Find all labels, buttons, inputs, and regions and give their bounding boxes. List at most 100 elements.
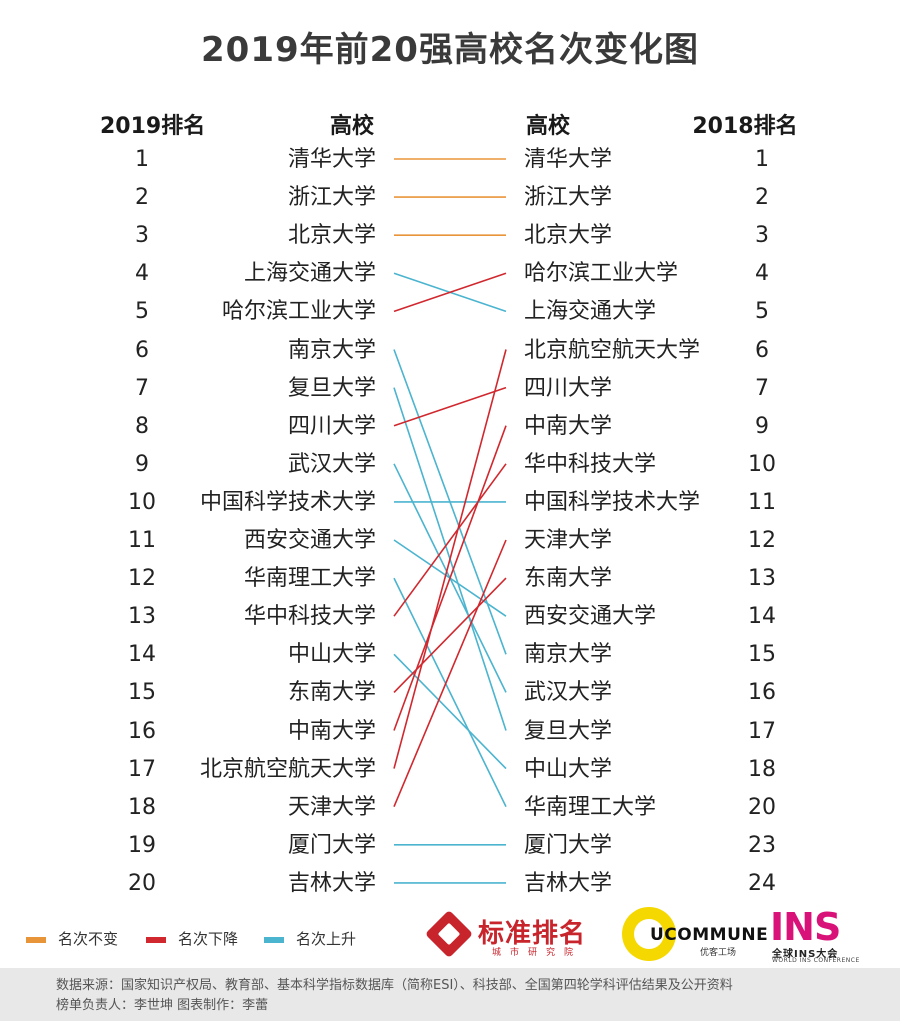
right-rank-19: 23 (748, 832, 776, 858)
left-rank-2: 2 (135, 185, 149, 211)
left-university-12: 华南理工大学 (243, 566, 376, 592)
left-rank-15: 15 (128, 680, 156, 706)
biaozhun-mark-icon (424, 909, 474, 959)
left-rank-8: 8 (135, 413, 149, 439)
legend-swatch-down (146, 937, 166, 943)
right-rank-17: 18 (748, 756, 776, 782)
right-rank-12: 13 (748, 566, 776, 592)
left-rank-16: 16 (128, 718, 156, 744)
right-rank-9: 10 (748, 451, 776, 477)
biaozhun-logo-name: 标准排名 (478, 919, 587, 949)
right-university-1: 清华大学 (524, 147, 613, 172)
right-rank-1: 1 (755, 147, 769, 172)
left-rank-17: 17 (128, 756, 156, 782)
ucommune-mark-icon (622, 907, 676, 961)
legend-label-unchanged: 名次不变 (58, 930, 119, 948)
rank-line-15 (393, 577, 507, 693)
rank-line-9 (393, 463, 507, 693)
left-rank-12: 12 (128, 566, 156, 592)
right-university-16: 复旦大学 (524, 718, 613, 744)
right-university-19: 厦门大学 (524, 832, 613, 858)
right-rank-15: 16 (748, 680, 776, 706)
rank-line-11 (393, 539, 507, 617)
right-university-14: 南京大学 (524, 642, 613, 668)
header-rank-2019: 2019排名 (100, 114, 206, 139)
left-university-9: 武汉大学 (287, 451, 376, 477)
sponsor-logos: 标准排名 城市研究院 UCOMMUNE 优客工场 INS 全球INS大会 WOR… (424, 905, 900, 965)
left-university-6: 南京大学 (287, 337, 376, 363)
left-university-14: 中山大学 (287, 642, 376, 668)
left-university-20: 吉林大学 (287, 870, 376, 896)
rank-line-13 (393, 463, 507, 617)
right-university-11: 天津大学 (524, 528, 613, 553)
left-rank-5: 5 (135, 299, 149, 325)
left-rank-11: 11 (128, 528, 156, 553)
ucommune-logo-name: UCOMMUNE (650, 925, 769, 945)
right-university-12: 东南大学 (524, 566, 613, 592)
right-rank-18: 20 (748, 794, 776, 820)
ins-logo-sub-en: WORLD INS CONFERENCE (772, 957, 860, 964)
rank-line-12 (393, 577, 507, 808)
left-university-13: 华中科技大学 (243, 604, 376, 630)
footer-credits: 榜单负责人：李世坤 图表制作：李蕾 (56, 998, 269, 1013)
header-university-2018: 高校 (526, 114, 571, 139)
rank-line-8 (393, 386, 507, 427)
left-rank-6: 6 (135, 337, 149, 363)
rank-line-6 (393, 349, 507, 655)
left-university-19: 厦门大学 (287, 832, 376, 858)
right-rank-20: 24 (748, 870, 776, 896)
right-university-17: 中山大学 (524, 756, 613, 782)
ucommune-logo-sub: 优客工场 (700, 948, 737, 958)
biaozhun-logo-sub: 城市研究院 (492, 948, 583, 958)
header-university-2019: 高校 (329, 114, 374, 139)
left-university-4: 上海交通大学 (243, 261, 376, 287)
right-university-2: 浙江大学 (524, 185, 613, 211)
left-university-5: 哈尔滨工业大学 (221, 299, 376, 325)
left-rank-14: 14 (128, 642, 156, 668)
right-university-7: 四川大学 (524, 375, 613, 401)
right-rank-3: 3 (755, 223, 769, 249)
header-rank-2018: 2018排名 (692, 114, 798, 139)
right-rank-16: 17 (748, 718, 776, 744)
legend-label-up: 名次上升 (296, 930, 357, 948)
right-rank-8: 9 (755, 413, 769, 439)
legend-swatch-up (264, 937, 284, 943)
right-university-13: 西安交通大学 (524, 604, 657, 630)
left-rank-3: 3 (135, 223, 149, 249)
right-university-18: 华南理工大学 (524, 794, 657, 820)
chart-title: 2019年前20强高校名次变化图 (201, 30, 699, 70)
left-university-10: 中国科学技术大学 (199, 489, 376, 515)
legend-label-down: 名次下降 (178, 930, 239, 948)
ins-logo-sub: 全球INS大会 (772, 949, 839, 960)
right-university-9: 华中科技大学 (524, 451, 657, 477)
right-rank-6: 6 (755, 337, 769, 363)
left-university-18: 天津大学 (287, 794, 376, 820)
rank-line-17 (393, 349, 507, 769)
footer-source: 数据来源：国家知识产权局、教育部、基本科学指标数据库（简称ESI）、科技部、全国… (56, 978, 733, 993)
left-rank-10: 10 (128, 489, 156, 515)
ins-logo: INS 全球INS大会 WORLD INS CONFERENCE (770, 905, 860, 965)
left-rank-18: 18 (128, 794, 156, 820)
left-rank-19: 19 (128, 832, 156, 858)
right-rank-13: 14 (748, 604, 776, 630)
right-university-5: 上海交通大学 (524, 299, 657, 325)
rank-line-16 (393, 425, 507, 731)
right-university-6: 北京航空航天大学 (524, 337, 701, 363)
right-university-4: 哈尔滨工业大学 (524, 261, 679, 287)
left-university-11: 西安交通大学 (243, 528, 376, 553)
left-rank-13: 13 (128, 604, 156, 630)
right-rank-14: 15 (748, 642, 776, 668)
footer: 数据来源：国家知识产权局、教育部、基本科学指标数据库（简称ESI）、科技部、全国… (0, 968, 900, 1021)
right-rank-7: 7 (755, 375, 769, 401)
left-university-8: 四川大学 (287, 413, 376, 439)
right-university-3: 北京大学 (524, 223, 613, 249)
left-rank-4: 4 (135, 261, 149, 287)
ucommune-logo: UCOMMUNE 优客工场 (620, 905, 768, 965)
left-university-2: 浙江大学 (287, 185, 376, 211)
right-university-10: 中国科学技术大学 (524, 489, 701, 515)
left-university-15: 东南大学 (287, 680, 376, 706)
left-university-16: 中南大学 (287, 718, 376, 744)
right-university-20: 吉林大学 (524, 870, 613, 896)
right-rank-4: 4 (755, 261, 769, 287)
rank-line-5 (393, 272, 507, 313)
